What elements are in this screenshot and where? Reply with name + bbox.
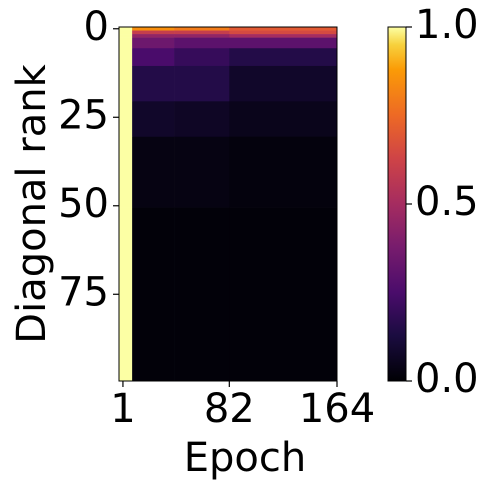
heatmap-cell	[174, 30, 230, 35]
heatmap-cell	[132, 207, 175, 382]
heatmap-cell	[132, 37, 175, 49]
heatmap-cell	[229, 207, 338, 382]
x-axis-label: Epoch	[184, 435, 306, 481]
heatmap-cell	[174, 48, 230, 67]
plot-frame	[118, 26, 338, 382]
heatmap-cell	[174, 27, 230, 31]
heatmap-cell	[119, 30, 133, 35]
heatmap-cell	[229, 65, 338, 102]
heatmap-cell	[132, 101, 175, 138]
heatmap-cell	[174, 136, 230, 208]
heatmap-cell	[132, 136, 175, 208]
heatmap-cell	[132, 30, 175, 35]
y-tick-label: 25	[58, 92, 109, 138]
heatmap-cell	[132, 65, 175, 102]
heatmap-cell	[119, 27, 133, 31]
heatmap-cell	[229, 30, 338, 35]
heatmap-cell	[229, 101, 338, 138]
heatmap-cell	[119, 136, 133, 208]
x-tick-label: 1	[110, 386, 135, 432]
y-tick-label: 50	[58, 181, 109, 227]
heatmap-cell	[174, 207, 230, 382]
colorbar-tick-label: 0.0	[415, 356, 479, 402]
x-tick-label: 164	[299, 386, 375, 432]
heatmap-cell	[119, 207, 133, 382]
y-axis-label: Diagonal rank	[9, 63, 55, 343]
colorbar-tick-label: 1.0	[415, 2, 479, 48]
heatmap-cell	[174, 101, 230, 138]
heatmap-cell	[229, 48, 338, 67]
heatmap-cell	[132, 48, 175, 67]
heatmap-cell	[119, 101, 133, 138]
heatmap-cell	[229, 27, 338, 31]
y-tick-label: 75	[58, 269, 109, 315]
heatmap-cell	[119, 48, 133, 67]
heatmap-cell	[119, 34, 133, 38]
y-tick-label: 0	[84, 4, 109, 50]
heatmap-cell	[132, 27, 175, 31]
heatmap-cell	[119, 37, 133, 49]
heatmap-cell	[229, 136, 338, 208]
colorbar	[387, 26, 407, 382]
colorbar-tick-label: 0.5	[415, 179, 479, 225]
heatmap-cell	[229, 34, 338, 38]
heatmap-cell	[229, 37, 338, 49]
heatmap-cell	[174, 37, 230, 49]
heatmap-cell	[174, 34, 230, 38]
heatmap-cell	[119, 65, 133, 102]
heatmap-cell	[132, 34, 175, 38]
heatmap-cell	[174, 65, 230, 102]
x-tick-label: 82	[204, 386, 255, 432]
